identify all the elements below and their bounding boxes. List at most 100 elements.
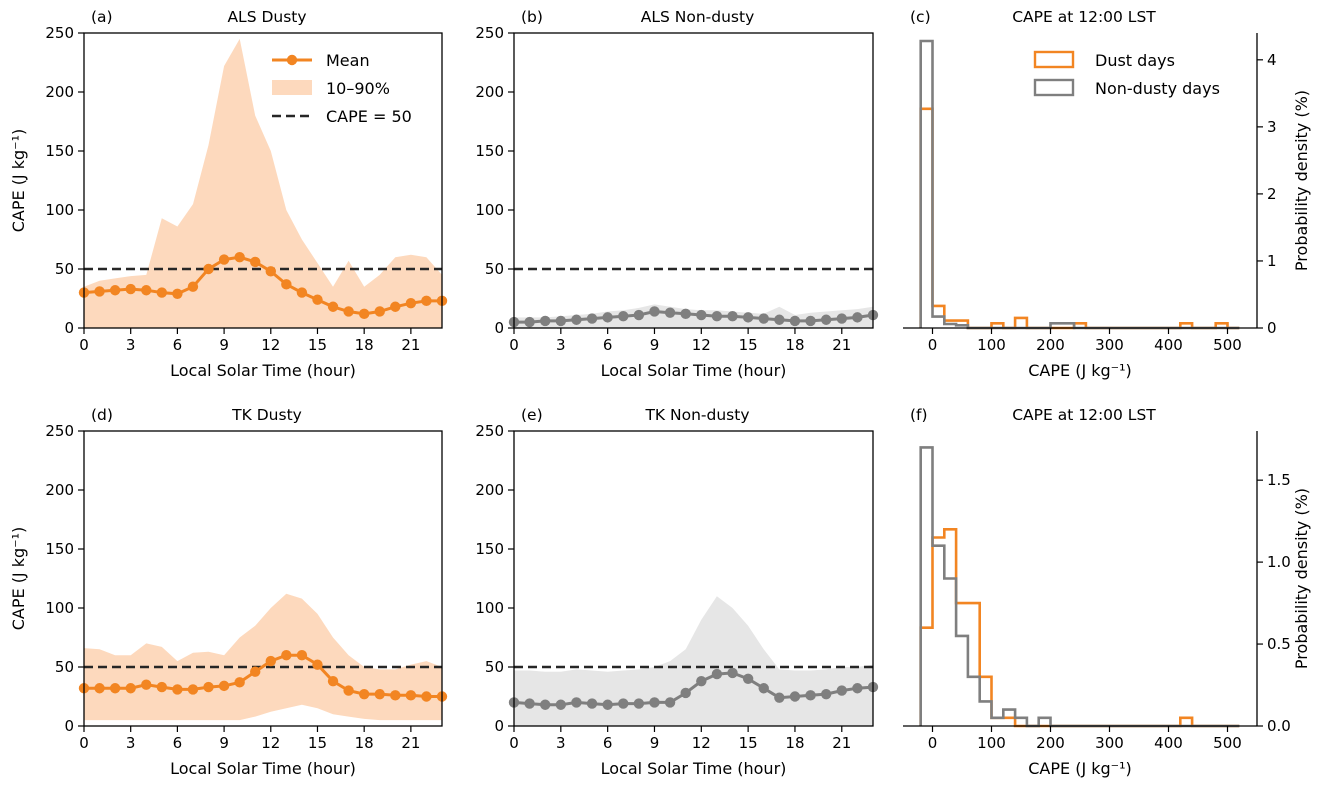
y-tick-label: 0 (494, 319, 504, 337)
x-tick-label: 12 (261, 336, 280, 354)
mean-point (618, 698, 629, 709)
percentile-band (84, 593, 442, 721)
panel-title: CAPE at 12:00 LST (1012, 406, 1156, 424)
y-tick-label: 200 (45, 83, 74, 101)
mean-point (203, 263, 214, 275)
panel-e: 0 3 6 9 12 15 18 21 0 50 100 150 200 250 (e) TK Non-dus… (475, 406, 879, 778)
x-tick-label: 500 (1213, 336, 1242, 354)
mean-point (296, 287, 308, 298)
mean-point (358, 308, 370, 320)
x-tick-label: 15 (739, 336, 758, 354)
x-tick-label: 9 (219, 734, 229, 752)
panel-b: 0 3 6 9 12 15 18 21 0 50 100 150 200 250 (b) ALS Non-du… (475, 8, 879, 380)
legend-mean-marker (286, 54, 298, 66)
mean-point (727, 667, 738, 679)
y-tick-label: 2 (1267, 185, 1277, 203)
mean-point (852, 312, 863, 323)
mean-point (327, 675, 339, 687)
mean-point (390, 301, 401, 312)
mean-point (203, 681, 214, 693)
axes-frame (83, 32, 443, 329)
mean-point (405, 690, 417, 701)
x-tick-label: 15 (308, 734, 327, 752)
x-tick-label: 12 (692, 734, 711, 752)
mean-point (649, 697, 660, 708)
mean-point (742, 312, 754, 323)
panel-letter: (a) (91, 8, 113, 26)
legend-band-label: 10–90% (326, 79, 390, 98)
mean-point (156, 287, 168, 298)
mean-point (109, 683, 121, 694)
mean-point (172, 288, 183, 299)
y-tick-label: 50 (55, 658, 74, 676)
x-tick-label: 3 (126, 734, 136, 752)
mean-point (711, 311, 723, 322)
mean-point (281, 650, 292, 661)
mean-point (109, 285, 121, 296)
mean-point (172, 684, 183, 695)
x-tick-label: 18 (355, 336, 374, 354)
mean-point (774, 692, 785, 703)
x-tick-label: 200 (1036, 336, 1065, 354)
panel-letter: (d) (91, 406, 113, 424)
panel-a: Mean 10–90% CAPE = 50 0 3 6 9 12 15 18 21 0 50 100 150… (9, 8, 448, 380)
x-tick-label: 3 (126, 336, 136, 354)
y-tick-label: 250 (475, 24, 504, 42)
mean-point (680, 687, 691, 699)
mean-point (265, 266, 276, 277)
x-tick-label: 18 (355, 734, 374, 752)
x-tick-label: 21 (401, 336, 420, 354)
mean-point (805, 315, 816, 327)
mean-point (343, 306, 354, 317)
legend-threshold-label: CAPE = 50 (326, 107, 412, 126)
panel-letter: (c) (910, 8, 931, 26)
y-tick-label: 0 (64, 717, 74, 735)
y-tick-label: 1.5 (1267, 471, 1291, 489)
mean-point (312, 659, 323, 670)
mean-point (327, 301, 339, 312)
mean-point (343, 685, 354, 696)
mean-point (602, 699, 613, 710)
x-tick-label: 3 (556, 734, 566, 752)
y-tick-label: 0 (1267, 319, 1277, 337)
y-axis-label: CAPE (J kg⁻¹) (9, 527, 28, 631)
mean-point (540, 699, 551, 710)
mean-point (633, 309, 645, 321)
x-axis-label: Local Solar Time (hour) (601, 361, 787, 380)
panel-letter: (b) (521, 8, 543, 26)
mean-point (374, 688, 385, 700)
x-tick-label: 0 (509, 336, 519, 354)
mean-point (852, 683, 863, 694)
panel-letter: (f) (910, 406, 928, 424)
legend-dust-swatch (1033, 50, 1075, 69)
mean-point (141, 285, 152, 296)
mean-point (727, 311, 738, 322)
mean-point (94, 683, 105, 694)
x-tick-label: 12 (261, 734, 280, 752)
mean-point (820, 314, 832, 325)
x-tick-label: 6 (603, 734, 613, 752)
mean-point (633, 698, 645, 709)
x-tick-label: 15 (308, 336, 327, 354)
x-tick-label: 9 (219, 336, 229, 354)
mean-point (281, 279, 292, 290)
panel-letter: (e) (521, 406, 543, 424)
mean-point (141, 679, 152, 690)
mean-point (664, 697, 676, 708)
y-tick-label: 200 (475, 481, 504, 499)
x-tick-label: 18 (785, 734, 804, 752)
x-axis-label: CAPE (J kg⁻¹) (1028, 361, 1132, 380)
mean-point (250, 256, 261, 268)
axes-frame (83, 430, 443, 727)
panel-title: TK Non-dusty (644, 406, 749, 424)
y-tick-label: 200 (45, 481, 74, 499)
mean-point (250, 666, 261, 677)
mean-point (836, 313, 847, 324)
hist-nondusty (919, 446, 1240, 728)
x-tick-label: 400 (1154, 336, 1183, 354)
y-tick-label: 1.0 (1267, 553, 1291, 571)
legend-nondusty-swatch (1033, 78, 1075, 97)
x-tick-label: 6 (173, 734, 183, 752)
y-tick-label: 150 (475, 540, 504, 558)
y-axis-label: CAPE (J kg⁻¹) (9, 129, 28, 233)
